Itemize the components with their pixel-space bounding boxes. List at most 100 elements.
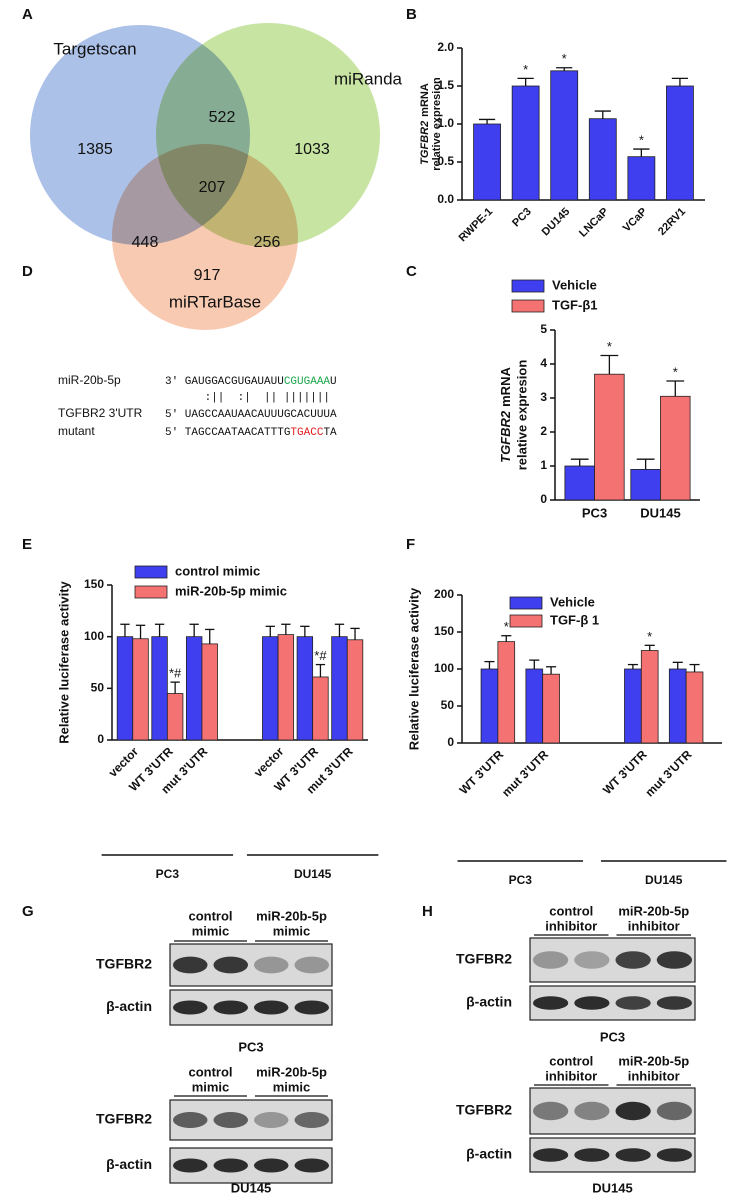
venn-region-count: 1033 xyxy=(294,141,330,158)
y-tick-label: 2 xyxy=(540,424,547,438)
panel-letter: D xyxy=(22,263,33,280)
column-header: miR-20b-5p xyxy=(256,1064,327,1079)
y-axis-label: TGFBR2 mRNA xyxy=(419,83,431,165)
column-header: control xyxy=(188,1064,232,1079)
bar xyxy=(660,395,691,501)
legend-swatch xyxy=(511,279,545,293)
row-label: β-actin xyxy=(106,1156,152,1172)
error-bar xyxy=(570,458,589,466)
y-tick-label: 100 xyxy=(84,629,104,643)
error-bar xyxy=(600,354,619,375)
y-tick-label: 1.5 xyxy=(437,78,454,92)
error-bar xyxy=(627,663,638,669)
blot-band xyxy=(173,1000,208,1015)
column-header: control xyxy=(188,908,232,923)
blot-band xyxy=(294,1112,329,1128)
blot-band xyxy=(173,1112,208,1128)
y-tick-label: 3 xyxy=(540,390,547,404)
error-bar xyxy=(154,623,165,637)
y-tick-label: 200 xyxy=(434,587,454,601)
legend-swatch xyxy=(509,614,543,628)
bar xyxy=(542,673,560,744)
y-tick-label: 1 xyxy=(540,458,547,472)
error-bar xyxy=(594,110,611,119)
blot-band xyxy=(615,1101,651,1121)
group-label: DU145 xyxy=(294,867,332,881)
y-tick-label: 0 xyxy=(97,732,104,746)
row-label: TGFBR2 xyxy=(456,951,512,967)
legend-swatch xyxy=(509,596,543,610)
y-tick-label: 0.5 xyxy=(437,154,454,168)
column-header: inhibitor xyxy=(545,918,597,933)
y-axis-label: TGFBR2 mRNA xyxy=(498,367,513,463)
blot-band xyxy=(294,1000,329,1015)
error-bar xyxy=(334,623,345,637)
bar xyxy=(640,650,659,744)
column-header: miR-20b-5p xyxy=(618,1053,689,1068)
column-header: mimic xyxy=(192,1079,230,1094)
legend-label: Vehicle xyxy=(552,277,597,292)
y-tick-label: 0 xyxy=(447,735,454,749)
error-bar xyxy=(546,666,557,675)
blot-band xyxy=(656,1148,692,1162)
y-axis-label-unit: mRNA xyxy=(419,83,431,117)
row-label: β-actin xyxy=(106,998,152,1014)
error-bar xyxy=(671,77,689,86)
x-tick-label: LNCaP xyxy=(577,206,611,240)
y-tick-label: 150 xyxy=(84,577,104,591)
blot-band xyxy=(574,996,610,1010)
venn-region-count: 256 xyxy=(254,234,281,251)
bar xyxy=(525,668,544,744)
blot-band xyxy=(533,996,569,1010)
group-label: PC3 xyxy=(156,867,180,881)
y-axis-label: Relative luciferase activity xyxy=(56,580,71,743)
sequence: 5' TAGCCAATAACATTTGTGACCTA xyxy=(165,427,337,439)
blot-band xyxy=(574,951,610,969)
y-axis-label: relative expresion xyxy=(431,77,443,171)
x-tick-label: DU145 xyxy=(640,505,680,520)
blot-band xyxy=(173,1158,208,1173)
column-header: control xyxy=(549,903,593,918)
column-header: miR-20b-5p xyxy=(618,903,689,918)
bar xyxy=(151,636,168,741)
blot-band xyxy=(294,956,329,974)
blot-strip xyxy=(529,937,696,983)
error-bar xyxy=(633,148,650,157)
bar xyxy=(201,643,218,741)
significance-mark: * xyxy=(562,51,567,66)
x-tick-label: RWPE-1 xyxy=(457,206,496,245)
significance-mark: *# xyxy=(314,648,327,663)
error-bar xyxy=(120,623,130,637)
x-tick-label: mut 3'UTR xyxy=(643,747,695,799)
blot-band xyxy=(615,1148,651,1162)
y-axis-label-gene: TGFBR2 xyxy=(498,410,513,463)
venn-region-count: 522 xyxy=(209,109,236,126)
cell-line-label: DU145 xyxy=(231,1180,271,1195)
row-label: TGFBR2 xyxy=(96,1111,152,1127)
bar xyxy=(630,468,661,501)
sequence-part: TA xyxy=(323,427,337,439)
sequence-part: CGUGAAA xyxy=(284,376,331,388)
significance-mark: *# xyxy=(169,666,182,681)
legend-swatch xyxy=(511,299,545,313)
bar xyxy=(331,636,348,741)
column-header: inhibitor xyxy=(628,918,680,933)
cell-line-label: PC3 xyxy=(600,1029,625,1044)
x-tick-label: DU145 xyxy=(540,206,573,239)
legend-label: Vehicle xyxy=(550,594,595,609)
blot-band xyxy=(615,951,651,969)
bar xyxy=(346,639,364,741)
bar xyxy=(132,638,149,741)
row-label: TGFBR2 xyxy=(456,1102,512,1118)
venn-region-count: 917 xyxy=(194,267,221,284)
bar xyxy=(550,70,579,201)
sequence-part: 5' UAGCCAAUAACAUUUGCACUUUA xyxy=(165,409,337,421)
legend-label: TGF-β 1 xyxy=(550,612,599,627)
y-tick-label: 50 xyxy=(91,681,105,695)
bar xyxy=(312,676,329,741)
bar xyxy=(473,123,501,201)
error-bar xyxy=(689,663,700,672)
blot-band xyxy=(533,1101,569,1121)
blot-band xyxy=(213,1000,248,1015)
